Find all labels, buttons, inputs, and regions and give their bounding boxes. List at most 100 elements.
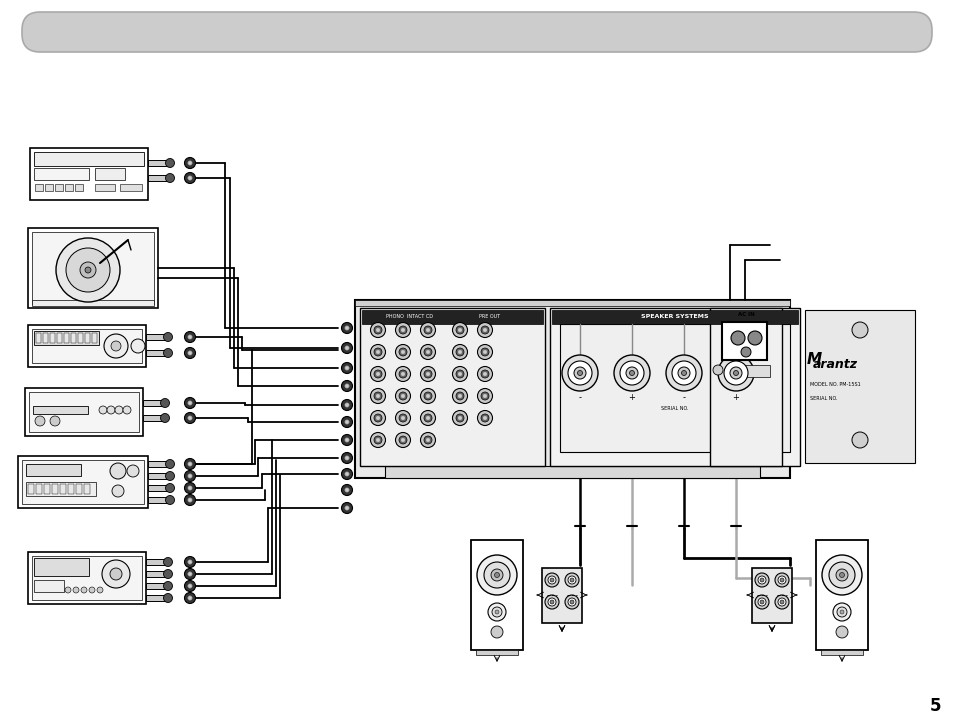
Bar — [709, 308, 781, 466]
Circle shape — [629, 370, 634, 376]
Circle shape — [398, 370, 407, 378]
Bar — [76, 484, 82, 494]
Circle shape — [398, 348, 407, 356]
Bar — [75, 184, 83, 191]
Bar — [541, 568, 581, 623]
Circle shape — [110, 568, 122, 580]
Bar — [25, 388, 143, 436]
Bar — [32, 300, 153, 306]
Bar — [385, 466, 760, 478]
Circle shape — [401, 372, 404, 376]
Bar — [84, 484, 90, 494]
Circle shape — [395, 388, 410, 404]
Bar — [740, 365, 769, 377]
Circle shape — [550, 578, 554, 582]
Circle shape — [395, 432, 410, 447]
Circle shape — [482, 350, 486, 354]
Circle shape — [420, 345, 435, 360]
Circle shape — [680, 370, 686, 376]
Circle shape — [420, 411, 435, 426]
Circle shape — [345, 506, 349, 510]
Circle shape — [564, 595, 578, 609]
Circle shape — [188, 351, 192, 355]
Bar — [26, 464, 81, 476]
Bar — [36, 484, 42, 494]
Circle shape — [102, 560, 130, 588]
Circle shape — [492, 607, 501, 617]
Circle shape — [452, 388, 467, 404]
Circle shape — [374, 414, 381, 422]
Circle shape — [480, 348, 489, 356]
Circle shape — [835, 569, 847, 581]
Circle shape — [370, 345, 385, 360]
Circle shape — [375, 416, 379, 420]
Circle shape — [456, 370, 463, 378]
Bar — [148, 175, 170, 181]
Circle shape — [188, 161, 192, 165]
Circle shape — [550, 600, 554, 604]
Bar — [815, 540, 867, 650]
Circle shape — [374, 370, 381, 378]
Circle shape — [184, 332, 195, 342]
Circle shape — [188, 462, 192, 466]
Circle shape — [480, 326, 489, 334]
Circle shape — [491, 569, 502, 581]
Circle shape — [780, 578, 783, 582]
Circle shape — [423, 326, 432, 334]
Bar — [146, 595, 168, 601]
Circle shape — [712, 365, 722, 375]
Bar — [355, 300, 789, 478]
Circle shape — [163, 582, 172, 590]
Bar — [65, 184, 73, 191]
Circle shape — [341, 399, 352, 411]
Circle shape — [341, 381, 352, 391]
Circle shape — [495, 610, 498, 614]
Circle shape — [547, 598, 556, 606]
Circle shape — [456, 348, 463, 356]
Circle shape — [73, 587, 79, 593]
Circle shape — [345, 366, 349, 370]
Circle shape — [341, 322, 352, 333]
Circle shape — [374, 436, 381, 444]
Circle shape — [127, 465, 139, 477]
Bar — [95, 184, 115, 191]
Circle shape — [758, 576, 765, 584]
Text: -: - — [578, 393, 581, 403]
Circle shape — [423, 414, 432, 422]
Circle shape — [835, 626, 847, 638]
Circle shape — [341, 485, 352, 495]
Circle shape — [188, 560, 192, 564]
Circle shape — [184, 348, 195, 358]
Circle shape — [131, 339, 145, 353]
Circle shape — [619, 361, 643, 385]
Circle shape — [567, 598, 576, 606]
Text: PHONO  INTACT CD: PHONO INTACT CD — [386, 314, 433, 320]
Circle shape — [188, 596, 192, 600]
Circle shape — [160, 414, 170, 422]
Circle shape — [165, 472, 174, 480]
Circle shape — [401, 328, 404, 332]
Circle shape — [401, 416, 404, 420]
Circle shape — [740, 347, 750, 357]
Circle shape — [614, 355, 649, 391]
Circle shape — [184, 459, 195, 470]
Bar — [146, 559, 168, 565]
Circle shape — [828, 562, 854, 588]
Text: SPEAKER SYSTEMS: SPEAKER SYSTEMS — [640, 314, 708, 320]
Bar — [35, 184, 43, 191]
Circle shape — [564, 573, 578, 587]
Circle shape — [395, 411, 410, 426]
Circle shape — [780, 600, 783, 604]
Circle shape — [110, 463, 126, 479]
Bar — [64, 333, 69, 343]
Bar — [32, 232, 153, 304]
Circle shape — [457, 372, 461, 376]
Circle shape — [452, 345, 467, 360]
Circle shape — [456, 326, 463, 334]
Bar — [34, 580, 64, 592]
Circle shape — [482, 328, 486, 332]
Circle shape — [165, 159, 174, 167]
Circle shape — [341, 434, 352, 445]
Circle shape — [85, 267, 91, 273]
Circle shape — [401, 350, 404, 354]
